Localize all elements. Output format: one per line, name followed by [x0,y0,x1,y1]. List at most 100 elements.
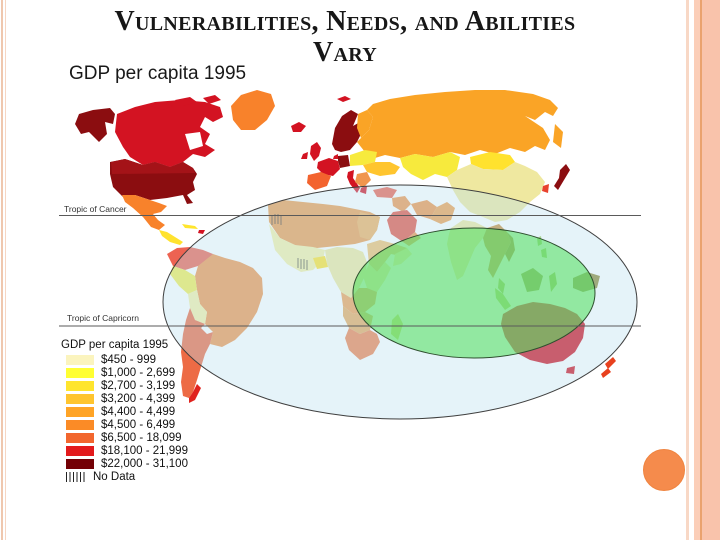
legend-swatch [66,393,94,404]
country-ireland [301,152,308,159]
country-tasmania [566,366,575,374]
legend-item: $3,200 - 4,399 [61,392,231,405]
legend-item: $18,100 - 21,999 [61,444,231,457]
map-figure: GDP per capita 1995 Tropic of Cancer Tro… [55,62,647,483]
russia-asia [357,90,570,222]
country-iceland [291,122,306,132]
scandinavia [332,110,363,152]
legend-label: $2,700 - 3,199 [101,379,176,392]
legend-item: No Data [61,470,231,483]
legend-item: $1,000 - 2,699 [61,366,231,379]
country-denmark [333,154,338,159]
country-iran [411,200,437,219]
country-china [447,162,545,222]
caspian-sea [402,174,410,190]
balkans [355,172,371,188]
legend-swatch [66,458,94,469]
country-saudi-arabia [387,210,417,242]
central-america [159,230,183,245]
legend-label: $450 - 999 [101,353,156,366]
country-korea [542,184,549,193]
country-france [317,158,340,176]
country-japan [554,164,570,190]
country-new-zealand [601,368,611,378]
country-poland-belarus [350,150,377,166]
west-africa [269,224,325,272]
country-greece [360,186,367,194]
country-greenland [231,90,275,130]
country-usa-north-band [111,159,195,174]
country-cuba [182,224,198,229]
legend-label: $6,500 - 18,099 [101,431,182,444]
legend-swatch [66,432,94,443]
legend-swatch [66,445,94,456]
arctic-island [150,102,173,110]
country-afghanistan-pakistan [430,202,455,224]
country-mexico [122,195,167,230]
hatch-mark [297,258,308,270]
country-finland [357,110,373,138]
country-brazil [195,254,263,347]
country-ukraine [363,162,400,176]
decorative-circle [643,449,685,491]
country-germany [338,155,350,168]
country-south-africa [345,328,380,360]
country-kazakhstan [400,152,460,180]
legend-title: GDP per capita 1995 [61,339,169,351]
country-argentina-chile [181,308,213,398]
slide-border-left [0,0,9,540]
sahara-north-africa [268,200,380,248]
legend-label: $4,400 - 4,499 [101,405,176,418]
country-turkey [373,187,397,198]
legend-item: $22,000 - 31,100 [61,457,231,470]
map-legend-items: $450 - 999 $1,000 - 2,699 $2,700 - 3,199 $3… [61,353,231,483]
legend-label: $1,000 - 2,699 [101,366,176,379]
legend-swatch [66,406,94,417]
country-bolivia [188,290,207,324]
legend-swatch [66,419,94,430]
slide-border-right [686,0,720,540]
legend-label: No Data [93,470,136,483]
legend-swatch-hatch [66,471,86,482]
country-alaska [75,108,115,142]
kamchatka [553,124,563,148]
svalbard [337,96,351,102]
country-canada [115,100,223,167]
legend-swatch [66,380,94,391]
country-egypt [357,212,380,240]
country-mongolia [470,152,515,170]
arctic-island [203,95,221,104]
country-spain [307,172,331,190]
tropic-of-capricorn-label: Tropic of Capricorn [67,313,139,323]
country-hispaniola [198,230,205,234]
hudson-bay [185,132,203,150]
country-new-zealand [605,357,616,369]
legend-label: $4,500 - 6,499 [101,418,176,431]
hatch-mark [271,214,282,225]
country-peru [170,266,197,294]
south-america [167,247,263,403]
slide-title: Vulnerabilities, Needs, and Abilities Va… [18,6,672,69]
patagonia-tip [189,384,201,403]
slide-title-line2: Vary [312,37,378,69]
europe [291,96,400,194]
country-nigeria [313,256,328,269]
map-legend: GDP per capita 1995 $450 - 999 $1,000 - 2… [61,339,231,483]
world-map [59,90,641,420]
legend-label: $3,200 - 4,399 [101,392,176,405]
country-uk [310,142,321,161]
tropic-of-cancer-label: Tropic of Cancer [64,204,127,214]
legend-item: $4,400 - 4,499 [61,405,231,418]
legend-item: $6,500 - 18,099 [61,431,231,444]
slide-title-line1: Vulnerabilities, Needs, and Abilities [114,6,576,37]
map-title: GDP per capita 1995 [69,63,247,84]
arctic-island [175,97,197,106]
legend-item: $4,500 - 6,499 [61,418,231,431]
country-iraq-syria [392,196,411,212]
no-data-hatch [271,214,308,270]
legend-swatch [66,367,94,378]
legend-label: $22,000 - 31,100 [101,457,188,470]
legend-item: $450 - 999 [61,353,231,366]
north-america [75,90,275,245]
legend-swatch [66,354,94,365]
